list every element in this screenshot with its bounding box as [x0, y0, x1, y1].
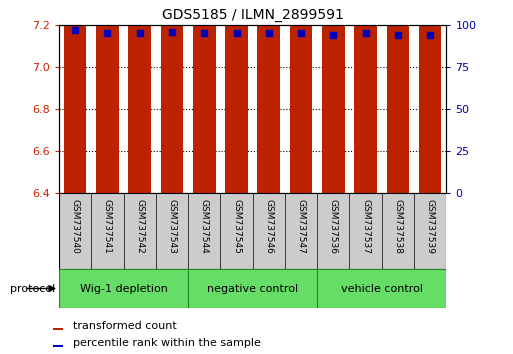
Bar: [354, 0, 377, 193]
Text: GSM737543: GSM737543: [167, 199, 176, 254]
Bar: [161, 0, 183, 193]
Bar: [419, 0, 442, 193]
Bar: [53, 328, 63, 330]
Bar: [96, 0, 119, 193]
Bar: [188, 269, 317, 308]
Text: GSM737542: GSM737542: [135, 199, 144, 254]
Text: GSM737546: GSM737546: [264, 199, 273, 254]
Bar: [322, 0, 345, 193]
Text: percentile rank within the sample: percentile rank within the sample: [73, 338, 261, 348]
Text: GSM737541: GSM737541: [103, 199, 112, 254]
Text: GSM737539: GSM737539: [426, 199, 435, 254]
Text: protocol: protocol: [10, 284, 55, 293]
Bar: [290, 0, 312, 193]
Bar: [387, 0, 409, 193]
Text: Wig-1 depletion: Wig-1 depletion: [80, 284, 167, 293]
Bar: [225, 0, 248, 193]
Bar: [317, 269, 446, 308]
Title: GDS5185 / ILMN_2899591: GDS5185 / ILMN_2899591: [162, 8, 344, 22]
Text: transformed count: transformed count: [73, 321, 176, 331]
Text: GSM737544: GSM737544: [200, 199, 209, 254]
Text: GSM737547: GSM737547: [297, 199, 306, 254]
Text: GSM737545: GSM737545: [232, 199, 241, 254]
Text: vehicle control: vehicle control: [341, 284, 423, 293]
Bar: [64, 0, 86, 193]
Bar: [128, 0, 151, 193]
Bar: [258, 0, 280, 193]
Text: GSM737537: GSM737537: [361, 199, 370, 254]
Bar: [53, 345, 63, 347]
Text: negative control: negative control: [207, 284, 298, 293]
Text: GSM737540: GSM737540: [71, 199, 80, 254]
Text: GSM737538: GSM737538: [393, 199, 402, 254]
Text: GSM737536: GSM737536: [329, 199, 338, 254]
Bar: [59, 269, 188, 308]
Bar: [193, 0, 215, 193]
